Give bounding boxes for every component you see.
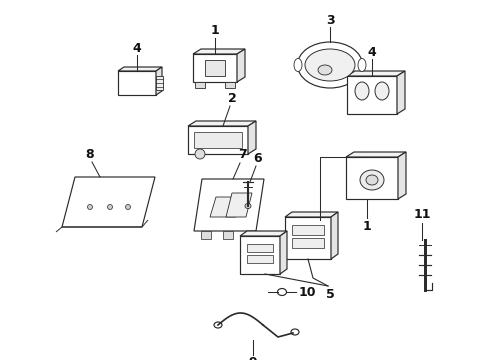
Polygon shape	[292, 238, 324, 248]
Polygon shape	[195, 82, 205, 88]
Ellipse shape	[125, 204, 130, 210]
Text: 5: 5	[326, 288, 334, 301]
Polygon shape	[347, 71, 405, 76]
Ellipse shape	[318, 65, 332, 75]
Polygon shape	[292, 225, 324, 235]
Polygon shape	[194, 132, 242, 148]
Polygon shape	[194, 179, 264, 231]
Polygon shape	[118, 71, 156, 95]
Ellipse shape	[355, 82, 369, 100]
Polygon shape	[347, 76, 397, 114]
Text: 4: 4	[133, 41, 142, 54]
Ellipse shape	[305, 49, 355, 81]
Polygon shape	[237, 49, 245, 82]
Polygon shape	[285, 217, 331, 259]
Ellipse shape	[88, 204, 93, 210]
Polygon shape	[285, 212, 338, 217]
Text: 1: 1	[363, 220, 371, 233]
Ellipse shape	[107, 204, 113, 210]
Polygon shape	[156, 67, 162, 95]
Ellipse shape	[291, 329, 299, 335]
Text: 1: 1	[211, 24, 220, 37]
Polygon shape	[205, 60, 225, 76]
Polygon shape	[397, 71, 405, 114]
Polygon shape	[188, 126, 248, 154]
Text: 9: 9	[249, 356, 257, 360]
Polygon shape	[118, 67, 162, 71]
Ellipse shape	[294, 58, 302, 72]
Polygon shape	[240, 231, 287, 236]
Polygon shape	[240, 236, 280, 274]
Ellipse shape	[375, 82, 389, 100]
Text: 11: 11	[413, 208, 431, 221]
Text: 10: 10	[298, 285, 316, 298]
Polygon shape	[331, 212, 338, 259]
Polygon shape	[201, 231, 211, 239]
Polygon shape	[398, 152, 406, 199]
Polygon shape	[247, 244, 273, 252]
Polygon shape	[223, 231, 233, 239]
Ellipse shape	[366, 175, 378, 185]
Polygon shape	[280, 231, 287, 274]
Polygon shape	[210, 197, 242, 217]
Polygon shape	[156, 76, 163, 90]
Ellipse shape	[214, 322, 222, 328]
Ellipse shape	[297, 42, 363, 88]
Text: 8: 8	[86, 148, 94, 161]
Polygon shape	[193, 49, 245, 54]
Polygon shape	[346, 157, 398, 199]
Text: 4: 4	[368, 45, 376, 58]
Polygon shape	[248, 121, 256, 154]
Text: 7: 7	[238, 148, 246, 162]
Text: 2: 2	[228, 91, 236, 104]
Text: 3: 3	[326, 13, 334, 27]
Ellipse shape	[360, 170, 384, 190]
Ellipse shape	[277, 288, 287, 296]
Polygon shape	[62, 177, 155, 227]
Polygon shape	[226, 193, 252, 217]
Polygon shape	[346, 152, 406, 157]
Polygon shape	[247, 255, 273, 263]
Polygon shape	[188, 121, 256, 126]
Ellipse shape	[358, 58, 366, 72]
Text: 6: 6	[254, 152, 262, 165]
Ellipse shape	[245, 203, 251, 208]
Polygon shape	[225, 82, 235, 88]
Ellipse shape	[195, 149, 205, 159]
Polygon shape	[193, 54, 237, 82]
